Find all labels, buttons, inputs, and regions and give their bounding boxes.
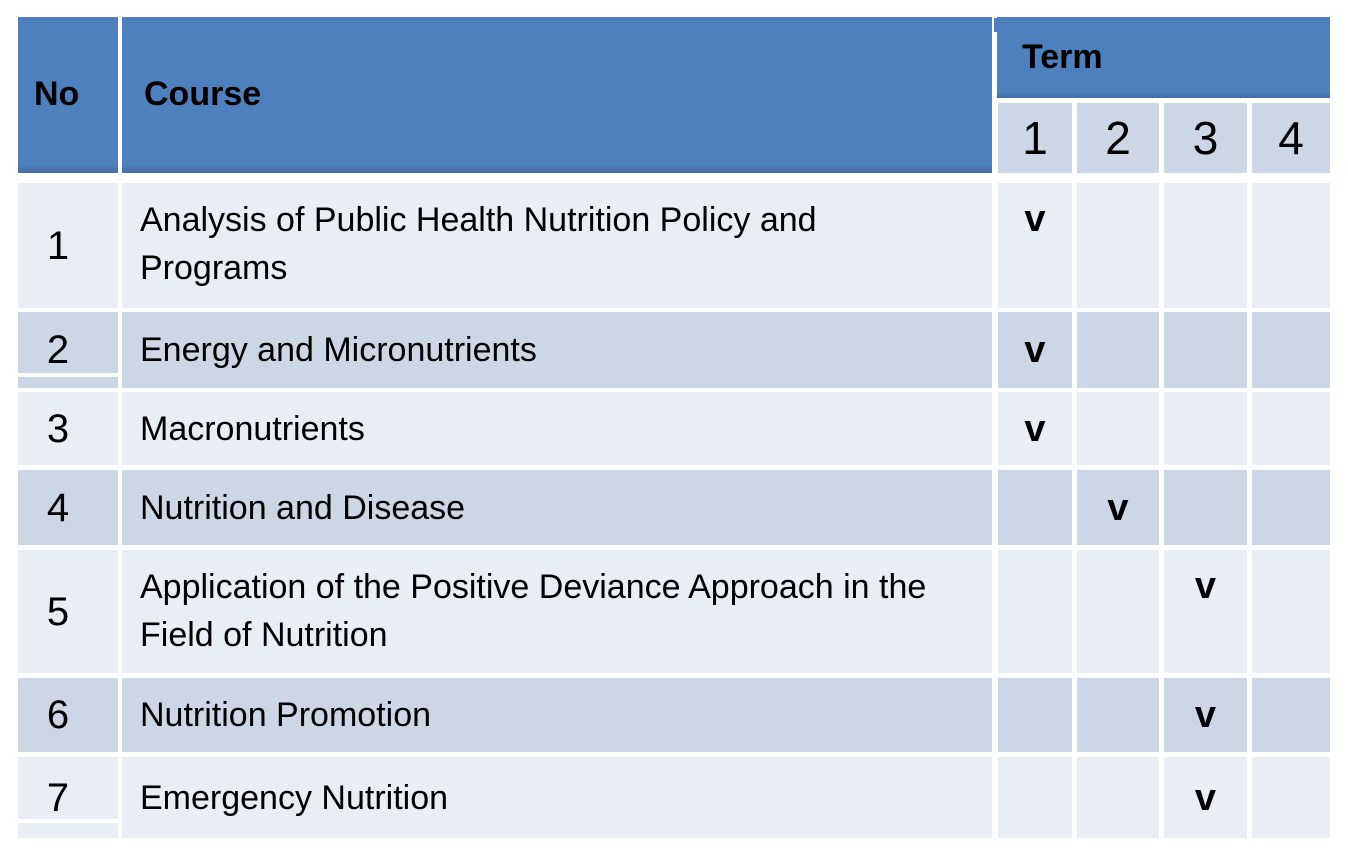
table-row: 5 Application of the Positive Deviance A… xyxy=(18,550,1330,673)
header-no-cell: No xyxy=(18,17,118,173)
course-cell: Nutrition Promotion xyxy=(122,678,992,752)
term4-check-cell xyxy=(1252,183,1330,308)
row-number-cell: 3 xyxy=(18,392,118,465)
term4-check-cell xyxy=(1252,312,1330,388)
term3-check-cell: v xyxy=(1164,550,1247,673)
term1-check-cell xyxy=(998,678,1072,752)
term2-check-cell xyxy=(1077,183,1159,308)
term1-check-cell xyxy=(998,757,1072,838)
term2-check-cell xyxy=(1077,550,1159,673)
table-row: 1 Analysis of Public Health Nutrition Po… xyxy=(18,183,1330,308)
row-number-cell: 7 xyxy=(18,757,118,838)
table-row: 4 Nutrition and Disease v xyxy=(18,470,1330,545)
term2-check-cell xyxy=(1077,757,1159,838)
term-number-cell-1: 1 xyxy=(998,103,1072,173)
term-number-cell-4: 4 xyxy=(1252,103,1330,173)
term3-check-cell xyxy=(1164,183,1247,308)
course-cell: Application of the Positive Deviance App… xyxy=(122,550,992,673)
table-body: 1 Analysis of Public Health Nutrition Po… xyxy=(18,183,1330,838)
term3-check-cell: v xyxy=(1164,757,1247,838)
course-cell: Energy and Micronutrients xyxy=(122,312,992,388)
term1-check-cell: v xyxy=(998,312,1072,388)
term3-check-cell xyxy=(1164,470,1247,545)
term1-check-cell xyxy=(998,470,1072,545)
course-cell: Nutrition and Disease xyxy=(122,470,992,545)
table-row: 7 Emergency Nutrition v xyxy=(18,757,1330,838)
term4-check-cell xyxy=(1252,550,1330,673)
table-row: 2 Energy and Micronutrients v xyxy=(18,312,1330,388)
table-row: 6 Nutrition Promotion v xyxy=(18,678,1330,752)
term-number-cell-2: 2 xyxy=(1077,103,1159,173)
term1-check-cell: v xyxy=(998,392,1072,465)
row-number-cell: 4 xyxy=(18,470,118,545)
header-course-label: Course xyxy=(144,75,262,114)
term3-check-cell xyxy=(1164,312,1247,388)
term-numbers-row: 1 2 3 4 xyxy=(998,103,1330,173)
term1-check-cell: v xyxy=(998,183,1072,308)
row7-offset-line xyxy=(18,819,118,823)
row-number-cell: 5 xyxy=(18,550,118,673)
term3-check-cell: v xyxy=(1164,678,1247,752)
term2-check-cell: v xyxy=(1077,470,1159,545)
course-cell: Macronutrients xyxy=(122,392,992,465)
table-row: 3 Macronutrients v xyxy=(18,392,1330,465)
header-term-cell: Term xyxy=(997,17,1330,98)
term2-check-cell xyxy=(1077,392,1159,465)
row-number-cell: 6 xyxy=(18,678,118,752)
term2-check-cell xyxy=(1077,312,1159,388)
term-header-notch xyxy=(994,18,997,32)
term3-check-cell xyxy=(1164,392,1247,465)
course-cell: Analysis of Public Health Nutrition Poli… xyxy=(122,183,992,308)
term2-check-cell xyxy=(1077,678,1159,752)
term4-check-cell xyxy=(1252,757,1330,838)
header-term-label: Term xyxy=(1022,38,1103,76)
course-cell: Emergency Nutrition xyxy=(122,757,992,838)
row-number-cell: 1 xyxy=(18,183,118,308)
row2-offset-line xyxy=(18,373,118,377)
table-header-main: No Course xyxy=(18,17,992,173)
term4-check-cell xyxy=(1252,392,1330,465)
term1-check-cell xyxy=(998,550,1072,673)
term4-check-cell xyxy=(1252,470,1330,545)
header-no-label: No xyxy=(34,75,80,114)
term4-check-cell xyxy=(1252,678,1330,752)
term-number-cell-3: 3 xyxy=(1164,103,1247,173)
header-course-cell: Course xyxy=(122,17,992,173)
